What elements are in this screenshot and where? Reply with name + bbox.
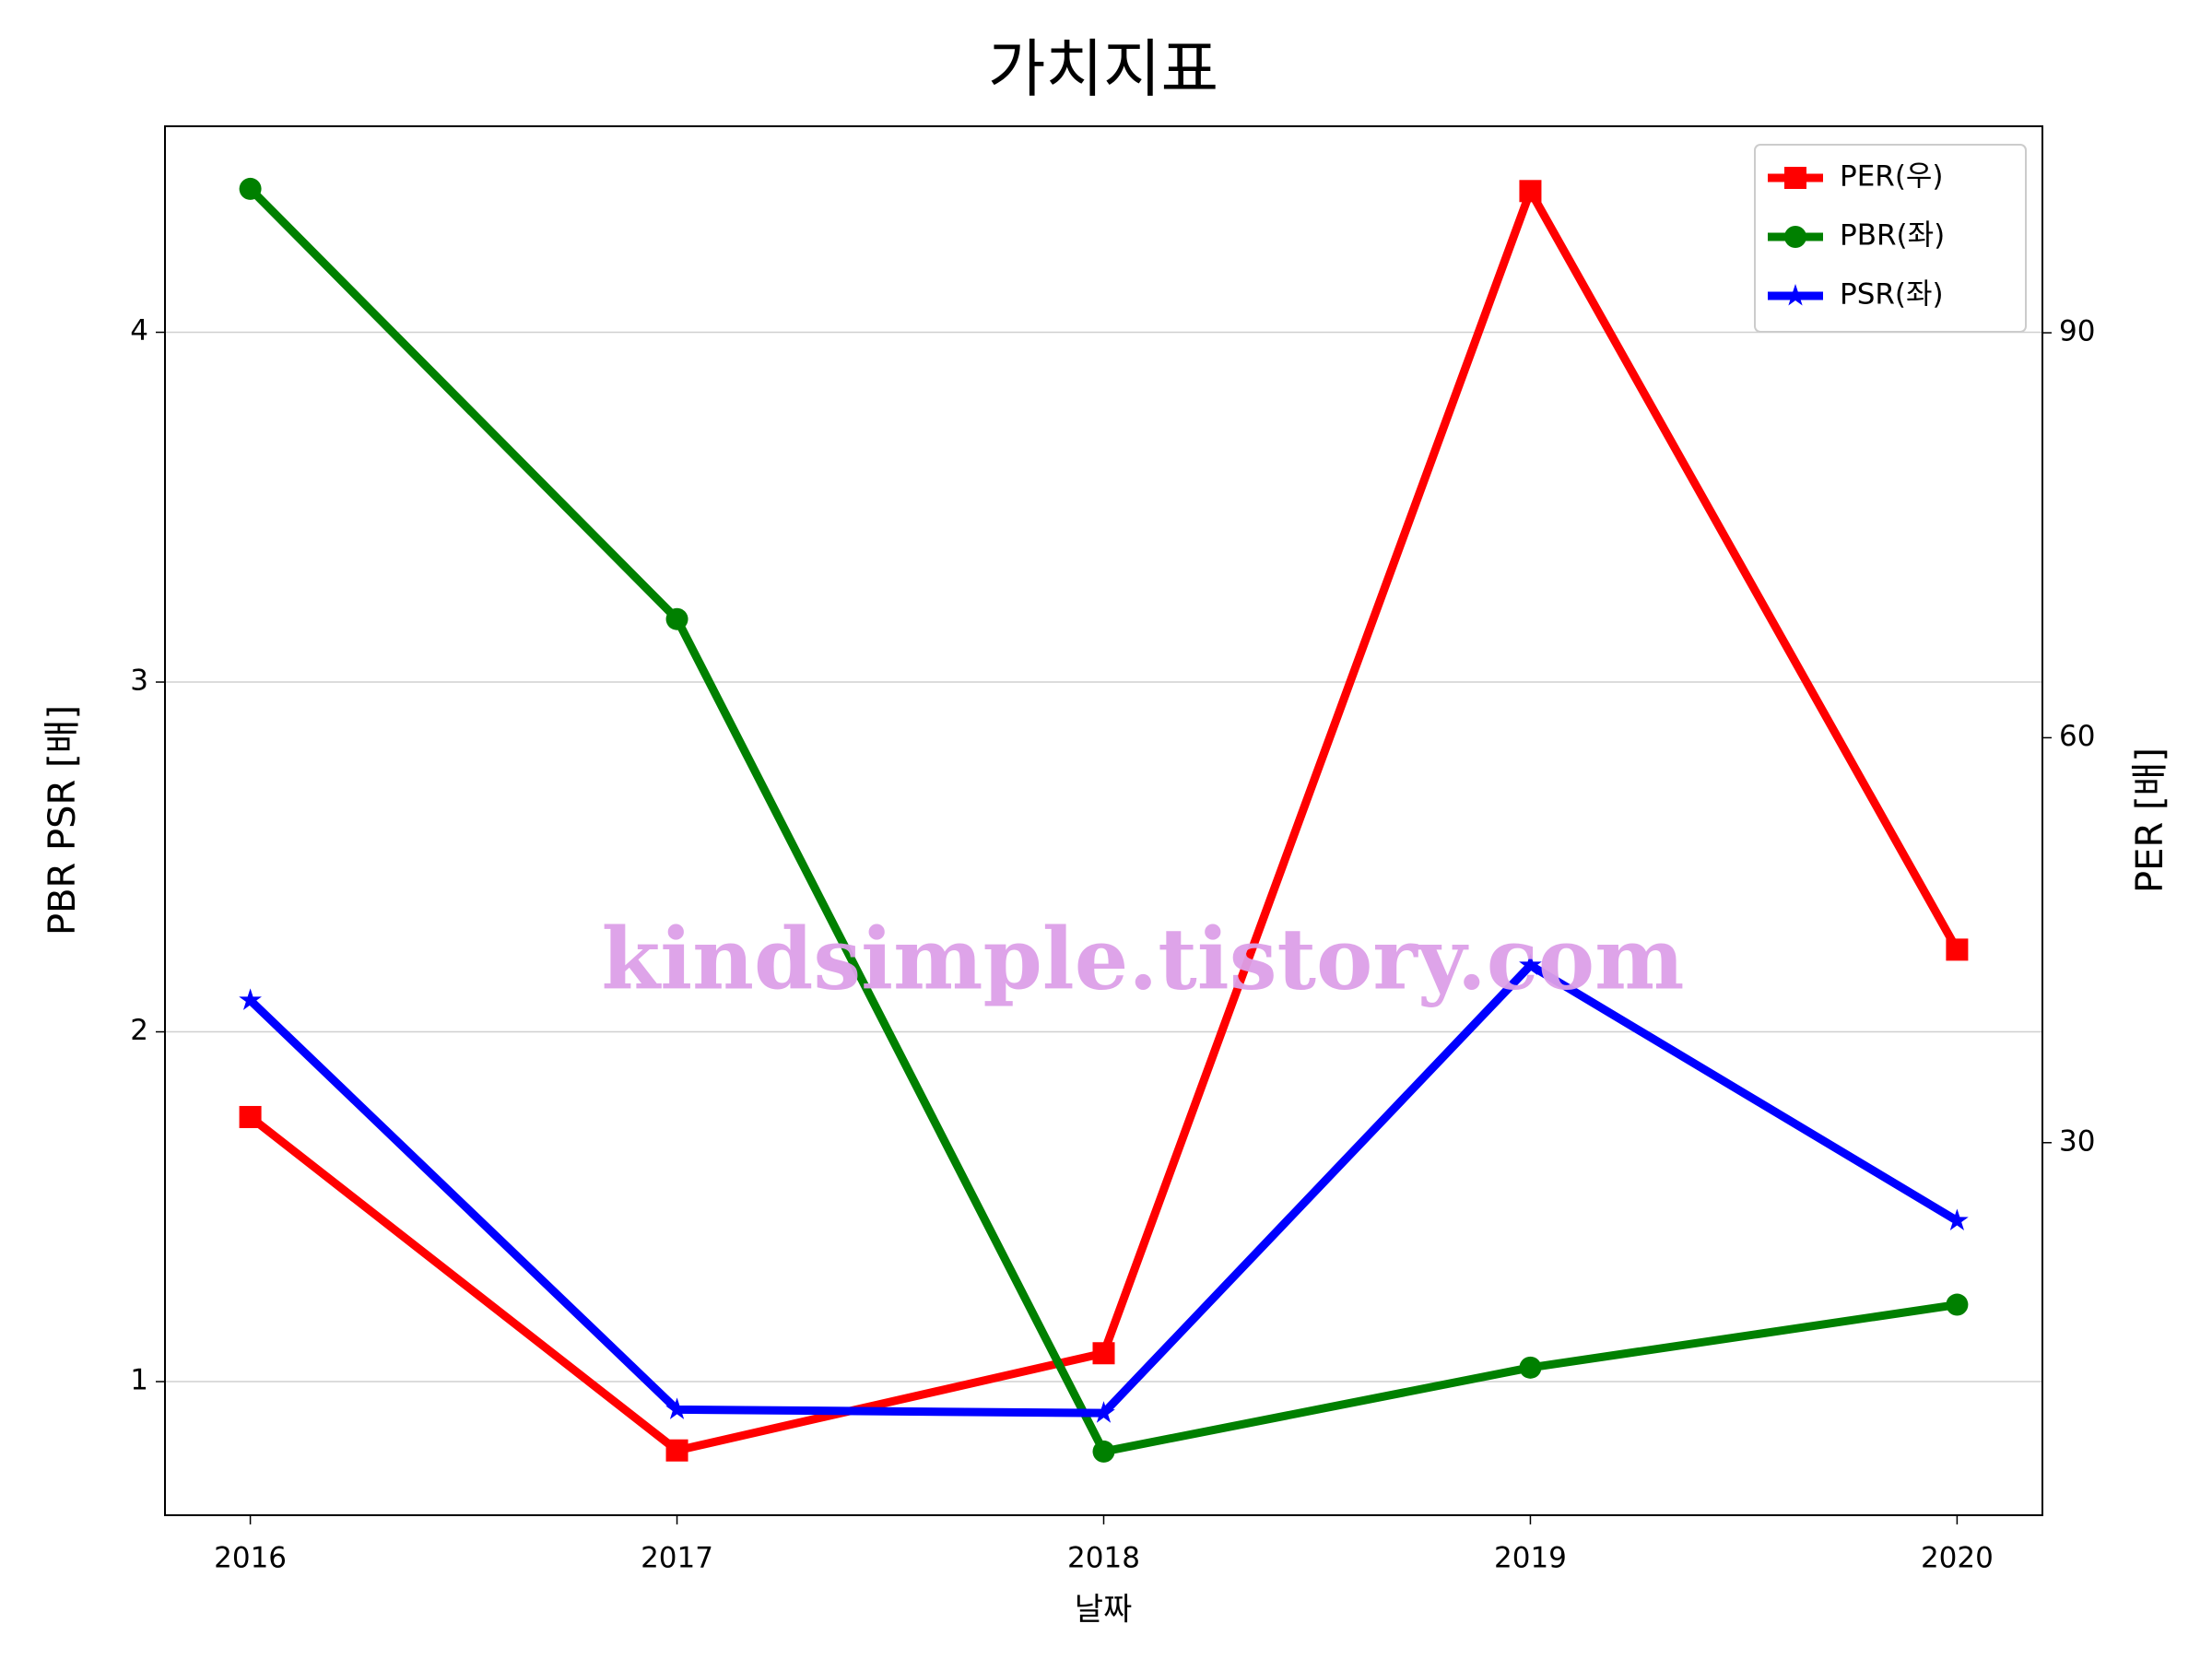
marker xyxy=(1946,938,1969,961)
y-axis-label: PBR PSR [배] xyxy=(41,705,84,935)
marker xyxy=(1519,1356,1542,1379)
y-tick-label: 3 xyxy=(130,665,148,698)
y-tick-label: 2 xyxy=(130,1014,148,1047)
legend-label: PSR(좌) xyxy=(1840,278,1944,312)
chart-title: 가치지표 xyxy=(988,34,1218,107)
marker xyxy=(1092,1401,1115,1423)
x-tick-label: 2017 xyxy=(641,1542,713,1575)
marker xyxy=(1519,953,1542,975)
y2-tick-label: 90 xyxy=(2059,315,2095,348)
series-line xyxy=(247,186,1961,1455)
x-tick-label: 2018 xyxy=(1067,1542,1140,1575)
marker xyxy=(239,988,262,1010)
marker xyxy=(1784,167,1806,189)
marker xyxy=(1783,284,1807,306)
y-tick-label: 1 xyxy=(130,1364,148,1397)
marker xyxy=(1946,1293,1969,1316)
x-tick-label: 2019 xyxy=(1494,1542,1567,1575)
legend: PER(우) PBR(좌) PSR(좌) xyxy=(1754,144,2027,333)
marker xyxy=(665,1439,688,1462)
x-tick-label: 2016 xyxy=(214,1542,287,1575)
marker xyxy=(1092,1440,1115,1463)
marker xyxy=(1092,1342,1115,1365)
marker xyxy=(665,1397,688,1419)
marker xyxy=(1519,180,1542,203)
y2-axis-label: PER [배] xyxy=(2129,747,2171,893)
legend-box xyxy=(1754,144,2027,333)
legend-label: PBR(좌) xyxy=(1840,219,1945,253)
marker xyxy=(1784,226,1806,248)
marker xyxy=(665,607,688,630)
series-line xyxy=(247,185,1959,1456)
marker xyxy=(239,1105,262,1128)
watermark: kindsimple.tistory.com xyxy=(601,910,1684,1009)
y-tick-label: 4 xyxy=(130,314,148,347)
x-axis-label: 날짜 xyxy=(1075,1592,1133,1629)
marker xyxy=(239,177,262,200)
plot-frame xyxy=(164,125,2043,1516)
legend-label: PER(우) xyxy=(1840,160,1944,194)
y2-tick-label: 60 xyxy=(2059,720,2095,753)
marker xyxy=(1946,1208,1969,1230)
x-tick-label: 2020 xyxy=(1921,1542,1994,1575)
y2-tick-label: 30 xyxy=(2059,1124,2095,1158)
